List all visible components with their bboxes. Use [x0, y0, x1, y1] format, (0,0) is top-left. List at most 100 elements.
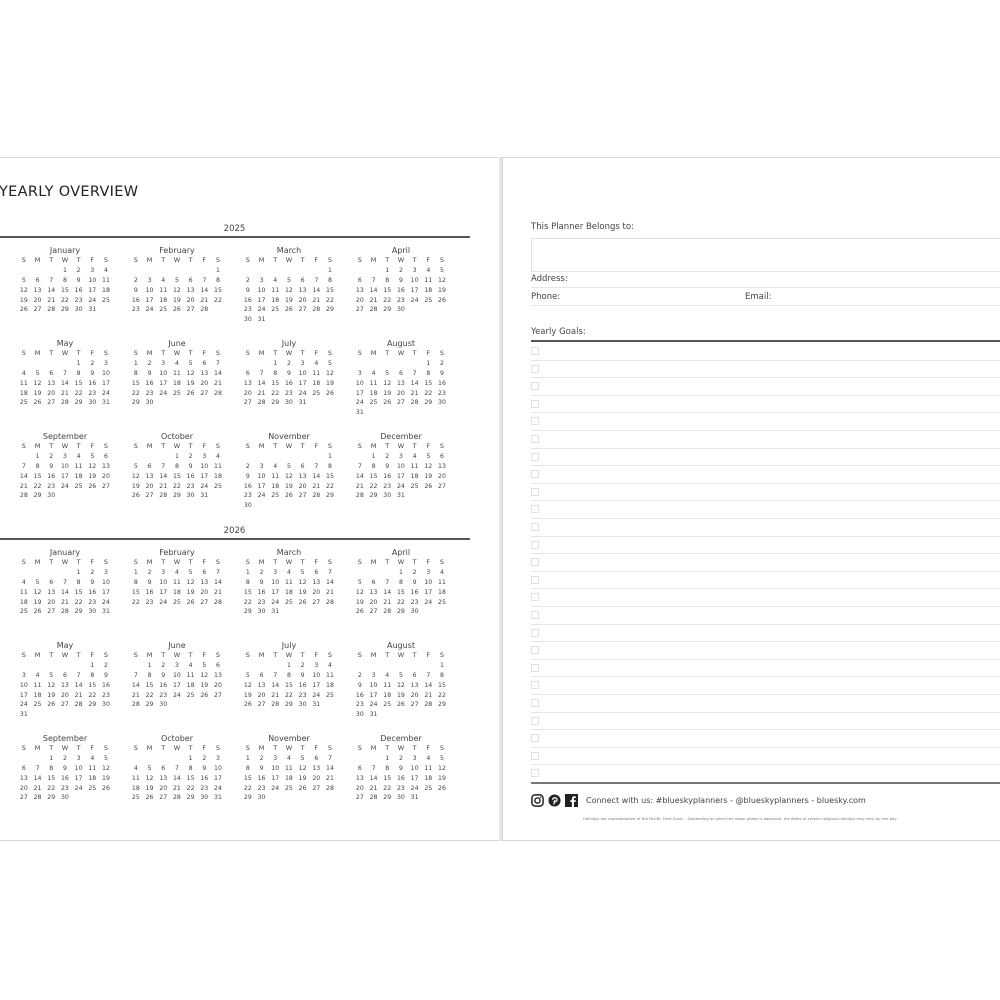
day: 23: [60, 784, 69, 792]
goal-line[interactable]: [531, 748, 1000, 766]
goal-checkbox[interactable]: [531, 435, 539, 443]
weekday: T: [273, 442, 278, 450]
goal-line[interactable]: [531, 642, 1000, 660]
goal-checkbox[interactable]: [531, 593, 539, 602]
goal-checkbox[interactable]: [531, 751, 539, 760]
weekday: M: [146, 442, 153, 450]
goal-checkbox[interactable]: [531, 769, 539, 778]
instagram-icon[interactable]: [531, 794, 544, 807]
day: 24: [271, 598, 280, 606]
year-divider: [0, 538, 470, 540]
goal-line[interactable]: [531, 501, 1000, 519]
day: 28: [355, 492, 364, 500]
day: 7: [314, 462, 319, 470]
goal-checkbox[interactable]: [531, 487, 539, 496]
weekday: W: [173, 558, 181, 566]
owner-name-field[interactable]: [531, 238, 1000, 272]
goal-line[interactable]: [531, 589, 1000, 607]
week-row: 18 19 20 21 22 23 24: [17, 598, 113, 608]
goal-checkbox[interactable]: [531, 611, 539, 619]
day: 16: [186, 472, 195, 480]
goal-checkbox[interactable]: [531, 734, 539, 743]
pinterest-icon[interactable]: [548, 794, 561, 807]
goal-line[interactable]: [531, 730, 1000, 748]
goal-line[interactable]: [531, 572, 1000, 590]
goal-checkbox[interactable]: [531, 452, 539, 461]
day: 19: [284, 482, 293, 490]
weekday: S: [215, 744, 221, 752]
goal-line[interactable]: [531, 660, 1000, 678]
goal-checkbox[interactable]: [531, 575, 539, 584]
goal-checkbox[interactable]: [531, 628, 539, 637]
day: 26: [186, 389, 195, 397]
day: 30: [257, 794, 266, 802]
day: 27: [312, 598, 321, 606]
day: 20: [33, 296, 42, 304]
day: 21: [60, 598, 69, 606]
day: 17: [424, 588, 433, 596]
goal-checkbox[interactable]: [531, 382, 539, 391]
weekday: S: [439, 256, 445, 264]
goal-checkbox[interactable]: [531, 399, 539, 408]
goal-checkbox[interactable]: [531, 663, 539, 672]
day: 26: [102, 784, 110, 792]
goal-line[interactable]: [531, 554, 1000, 572]
day: 25: [369, 399, 378, 407]
goal-checkbox[interactable]: [531, 716, 539, 725]
day: 21: [214, 379, 222, 387]
goal-line[interactable]: [531, 413, 1000, 431]
goal-checkbox[interactable]: [531, 558, 539, 567]
goal-line[interactable]: [531, 607, 1000, 625]
goal-checkbox[interactable]: [531, 523, 539, 531]
goal-line[interactable]: [531, 519, 1000, 537]
goal-line[interactable]: [531, 537, 1000, 555]
day: 3: [21, 671, 26, 679]
day: 13: [369, 588, 378, 596]
day: 12: [186, 369, 195, 377]
goal-line[interactable]: [531, 677, 1000, 695]
goal-line[interactable]: [531, 625, 1000, 643]
goal-checkbox[interactable]: [531, 505, 539, 514]
day: [143, 754, 157, 764]
goal-line[interactable]: [531, 396, 1000, 414]
goal-line[interactable]: [531, 378, 1000, 396]
day: 11: [131, 774, 140, 782]
goal-checkbox[interactable]: [531, 417, 539, 426]
day: 1: [385, 754, 390, 762]
goal-checkbox[interactable]: [531, 470, 539, 479]
weekday: F: [202, 744, 207, 752]
day: 2: [147, 359, 152, 367]
goal-checkbox[interactable]: [531, 681, 539, 690]
facebook-icon[interactable]: [565, 794, 578, 807]
goal-checkbox[interactable]: [531, 347, 539, 355]
day: 7: [62, 369, 67, 377]
goal-checkbox[interactable]: [531, 646, 539, 655]
goal-line[interactable]: [531, 695, 1000, 713]
day: 26: [284, 492, 293, 500]
day: 25: [19, 399, 28, 407]
goal-line[interactable]: [531, 361, 1000, 379]
day: [421, 793, 435, 803]
week-row: 19 20 21 22 23 24 25: [17, 296, 113, 306]
day: 6: [161, 764, 166, 772]
goal-checkbox[interactable]: [531, 699, 539, 707]
goal-line[interactable]: [531, 431, 1000, 449]
goal-checkbox[interactable]: [531, 364, 539, 373]
day: 1: [62, 266, 67, 274]
goal-line[interactable]: [531, 449, 1000, 467]
day: 7: [412, 369, 417, 377]
goal-line[interactable]: [531, 765, 1000, 783]
day: [156, 266, 170, 276]
day: 13: [410, 681, 419, 689]
goal-line[interactable]: [531, 713, 1000, 731]
day: 29: [47, 794, 56, 802]
day: 8: [188, 764, 193, 772]
goal-checkbox[interactable]: [531, 540, 539, 549]
day: 19: [383, 389, 392, 397]
goal-line[interactable]: [531, 466, 1000, 484]
day: [296, 452, 310, 462]
goal-line[interactable]: [531, 343, 1000, 361]
weekday: W: [397, 442, 405, 450]
goal-line[interactable]: [531, 484, 1000, 502]
